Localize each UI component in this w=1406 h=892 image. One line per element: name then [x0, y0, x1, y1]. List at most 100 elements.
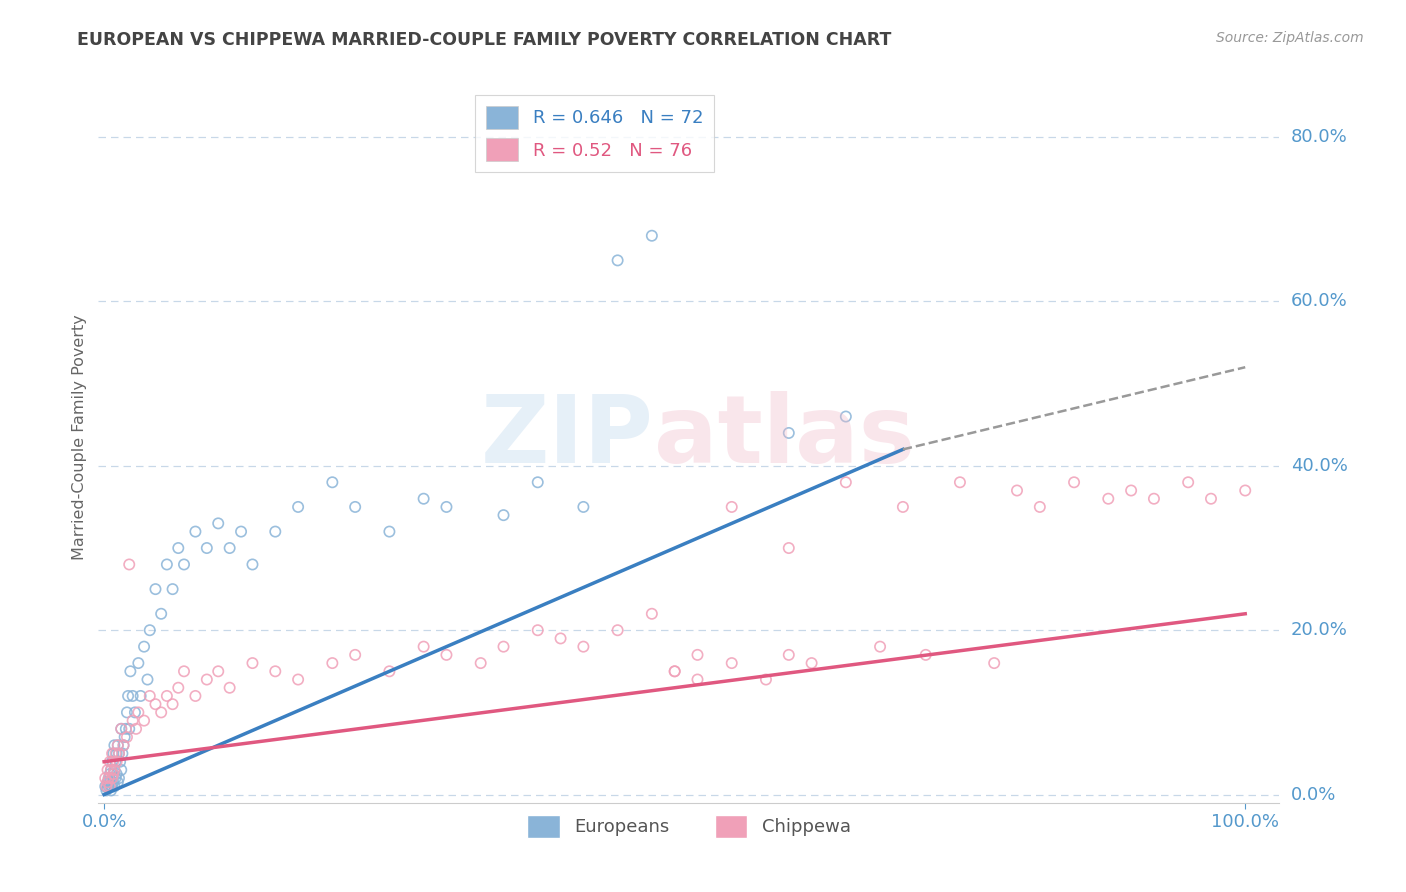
Point	[195, 673, 218, 687]
Text: 20.0%: 20.0%	[1291, 621, 1347, 640]
Point	[94, 780, 117, 794]
Point	[321, 656, 343, 670]
Point	[686, 648, 709, 662]
Point	[127, 706, 149, 720]
Point	[108, 755, 131, 769]
Legend: Europeans, Chippewa: Europeans, Chippewa	[516, 804, 862, 848]
Point	[103, 747, 125, 761]
Point	[96, 775, 118, 789]
Point	[470, 656, 492, 670]
Point	[118, 558, 141, 572]
Point	[110, 722, 132, 736]
Point	[103, 775, 125, 789]
Point	[162, 582, 184, 596]
Point	[105, 767, 128, 781]
Point	[121, 689, 143, 703]
Point	[127, 656, 149, 670]
Point	[101, 771, 124, 785]
Point	[101, 780, 124, 794]
Point	[101, 755, 124, 769]
Point	[115, 730, 138, 744]
Point	[949, 475, 972, 490]
Point	[412, 640, 434, 654]
Point	[1029, 500, 1052, 514]
Point	[129, 689, 152, 703]
Point	[98, 775, 121, 789]
Text: 80.0%: 80.0%	[1291, 128, 1347, 146]
Point	[664, 665, 686, 679]
Point	[125, 722, 148, 736]
Point	[195, 541, 218, 555]
Point	[139, 689, 162, 703]
Point	[1097, 491, 1119, 506]
Point	[103, 755, 125, 769]
Point	[108, 747, 131, 761]
Point	[526, 624, 548, 638]
Point	[835, 475, 858, 490]
Point	[755, 673, 778, 687]
Point	[800, 656, 823, 670]
Point	[1234, 483, 1257, 498]
Point	[436, 500, 458, 514]
Point	[156, 689, 179, 703]
Point	[145, 697, 167, 711]
Point	[344, 500, 367, 514]
Point	[914, 648, 936, 662]
Point	[287, 673, 309, 687]
Point	[412, 491, 434, 506]
Point	[104, 755, 127, 769]
Point	[100, 763, 122, 777]
Text: 0.0%: 0.0%	[1291, 786, 1336, 804]
Point	[720, 500, 742, 514]
Point	[150, 607, 173, 621]
Point	[103, 763, 125, 777]
Point	[96, 783, 118, 797]
Point	[1063, 475, 1085, 490]
Point	[218, 681, 240, 695]
Point	[121, 714, 143, 728]
Point	[264, 665, 287, 679]
Point	[104, 747, 127, 761]
Point	[664, 665, 686, 679]
Point	[96, 763, 118, 777]
Point	[115, 706, 138, 720]
Point	[100, 763, 122, 777]
Point	[101, 771, 124, 785]
Point	[105, 755, 128, 769]
Point	[229, 524, 252, 539]
Point	[264, 524, 287, 539]
Point	[983, 656, 1005, 670]
Point	[1143, 491, 1166, 506]
Point	[207, 665, 229, 679]
Point	[96, 775, 118, 789]
Text: Source: ZipAtlas.com: Source: ZipAtlas.com	[1216, 31, 1364, 45]
Point	[207, 516, 229, 531]
Point	[97, 771, 120, 785]
Point	[103, 739, 125, 753]
Point	[96, 780, 118, 794]
Point	[114, 722, 136, 736]
Point	[641, 607, 664, 621]
Text: atlas: atlas	[654, 391, 914, 483]
Point	[378, 665, 401, 679]
Point	[167, 681, 190, 695]
Point	[110, 722, 132, 736]
Point	[103, 763, 125, 777]
Text: EUROPEAN VS CHIPPEWA MARRIED-COUPLE FAMILY POVERTY CORRELATION CHART: EUROPEAN VS CHIPPEWA MARRIED-COUPLE FAMI…	[77, 31, 891, 49]
Point	[112, 739, 135, 753]
Point	[100, 783, 122, 797]
Point	[184, 524, 207, 539]
Point	[132, 714, 155, 728]
Point	[118, 722, 141, 736]
Point	[778, 541, 800, 555]
Point	[107, 739, 129, 753]
Point	[103, 767, 125, 781]
Point	[321, 475, 343, 490]
Point	[96, 780, 118, 795]
Point	[835, 409, 858, 424]
Point	[778, 648, 800, 662]
Point	[184, 689, 207, 703]
Point	[105, 747, 128, 761]
Point	[1119, 483, 1142, 498]
Point	[606, 624, 628, 638]
